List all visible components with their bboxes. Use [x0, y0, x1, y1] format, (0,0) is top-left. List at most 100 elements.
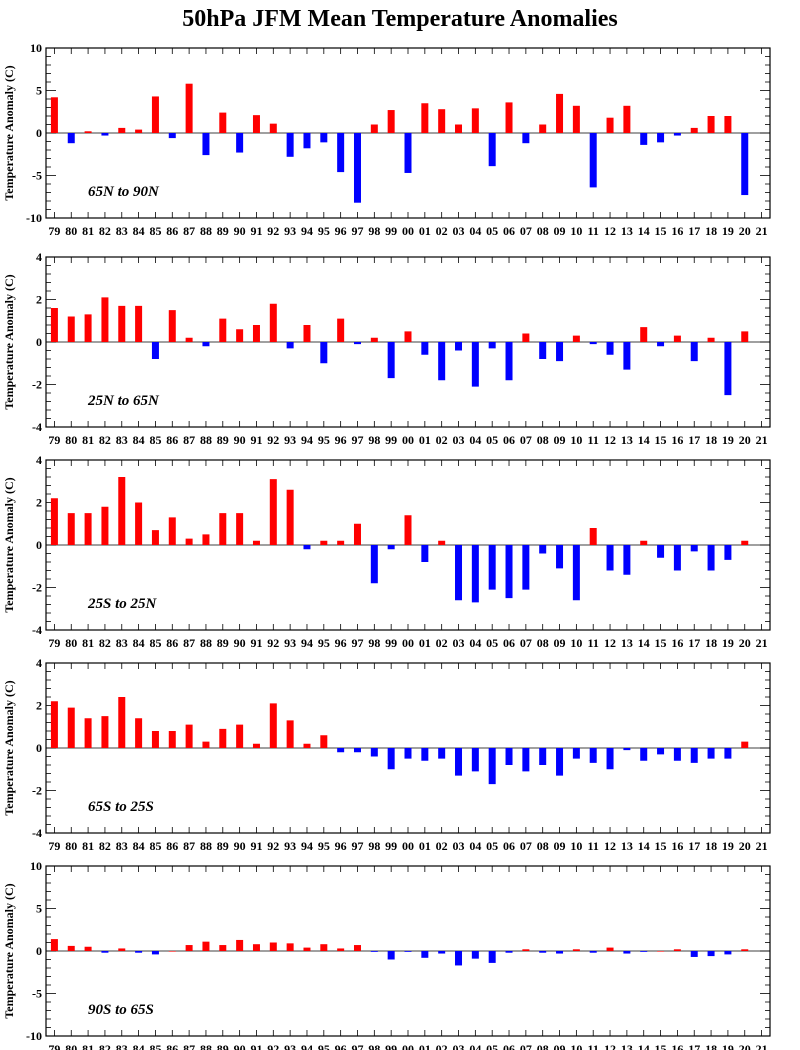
y-tick-label: 4: [36, 453, 42, 467]
x-tick-label: 99: [385, 839, 397, 853]
x-tick-label: 82: [99, 433, 111, 447]
y-tick-label: 0: [36, 538, 42, 552]
x-tick-label: 82: [99, 839, 111, 853]
x-tick-label: 00: [402, 839, 414, 853]
bar-80: [67, 945, 75, 951]
bar-02: [438, 109, 446, 133]
bar-95: [320, 133, 328, 143]
x-tick-label: 08: [537, 433, 549, 447]
x-tick-label: 04: [469, 839, 481, 853]
bar-15: [657, 133, 665, 143]
x-tick-label: 13: [621, 839, 633, 853]
x-tick-label: 00: [402, 636, 414, 650]
x-tick-label: 90: [234, 224, 246, 238]
y-tick-label: 5: [36, 84, 42, 98]
x-tick-label: 79: [48, 636, 60, 650]
bar-97: [353, 945, 361, 951]
x-tick-label: 00: [402, 224, 414, 238]
y-tick-label: 2: [36, 699, 42, 713]
x-tick-label: 21: [756, 433, 768, 447]
bar-89: [219, 728, 227, 748]
x-tick-label: 10: [570, 636, 582, 650]
bar-83: [118, 305, 126, 342]
bar-87: [185, 724, 193, 748]
bar-82: [101, 716, 109, 748]
x-tick-label: 08: [537, 224, 549, 238]
bar-95: [320, 540, 328, 545]
x-tick-label: 79: [48, 1042, 60, 1050]
bar-10: [572, 335, 580, 342]
x-tick-label: 02: [436, 636, 448, 650]
bar-03: [455, 124, 463, 133]
x-tick-label: 83: [116, 224, 128, 238]
bar-18: [707, 748, 715, 759]
bar-18: [707, 116, 715, 133]
x-tick-label: 80: [65, 224, 77, 238]
bar-97: [353, 523, 361, 545]
x-tick-label: 86: [166, 636, 178, 650]
bar-85: [151, 530, 159, 545]
bar-84: [135, 502, 143, 545]
x-tick-label: 18: [705, 433, 717, 447]
x-tick-label: 04: [469, 433, 481, 447]
y-tick-label: 10: [30, 41, 42, 55]
bar-04: [471, 748, 479, 772]
bar-80: [67, 316, 75, 342]
x-tick-label: 97: [351, 224, 363, 238]
bar-10: [572, 949, 580, 951]
bar-13: [623, 105, 631, 133]
x-tick-label: 15: [655, 839, 667, 853]
bar-01: [421, 103, 429, 133]
bar-12: [606, 545, 614, 571]
x-tick-label: 01: [419, 224, 431, 238]
x-tick-label: 90: [234, 636, 246, 650]
x-tick-label: 06: [503, 636, 515, 650]
x-tick-label: 89: [217, 224, 229, 238]
x-tick-label: 15: [655, 636, 667, 650]
bar-98: [370, 545, 378, 584]
x-tick-label: 03: [453, 433, 465, 447]
bar-06: [505, 748, 513, 765]
bar-94: [303, 325, 311, 342]
bar-90: [236, 939, 244, 951]
bar-86: [168, 133, 176, 139]
bar-02: [438, 951, 446, 954]
x-tick-label: 08: [537, 1042, 549, 1050]
x-tick-label: 03: [453, 224, 465, 238]
bar-10: [572, 545, 580, 601]
x-tick-label: 13: [621, 1042, 633, 1050]
region-label: 25N to 65N: [87, 393, 160, 409]
y-tick-label: -2: [32, 581, 42, 595]
x-tick-label: 01: [419, 636, 431, 650]
x-tick-label: 91: [250, 839, 262, 853]
bar-20: [741, 949, 749, 951]
y-tick-label: -5: [32, 987, 42, 1001]
bar-01: [421, 545, 429, 562]
x-tick-label: 07: [520, 433, 532, 447]
bar-09: [556, 951, 564, 954]
bar-17: [690, 342, 698, 362]
bar-95: [320, 342, 328, 364]
bar-86: [168, 951, 176, 952]
bar-20: [741, 331, 749, 342]
bar-79: [50, 498, 58, 545]
x-tick-label: 79: [48, 433, 60, 447]
bar-83: [118, 477, 126, 545]
x-tick-label: 98: [368, 636, 380, 650]
bar-17: [690, 951, 698, 957]
bar-08: [539, 545, 547, 554]
x-tick-label: 92: [267, 1042, 279, 1050]
y-axis-label: Temperature Anomaly (C): [2, 680, 16, 815]
x-tick-label: 80: [65, 839, 77, 853]
x-tick-label: 88: [200, 433, 212, 447]
bar-80: [67, 707, 75, 748]
x-tick-label: 20: [739, 636, 751, 650]
bar-16: [673, 748, 681, 761]
x-tick-label: 15: [655, 1042, 667, 1050]
x-tick-label: 81: [82, 839, 94, 853]
bar-91: [252, 743, 260, 748]
x-tick-label: 02: [436, 839, 448, 853]
x-tick-label: 94: [301, 224, 313, 238]
x-tick-label: 12: [604, 839, 616, 853]
